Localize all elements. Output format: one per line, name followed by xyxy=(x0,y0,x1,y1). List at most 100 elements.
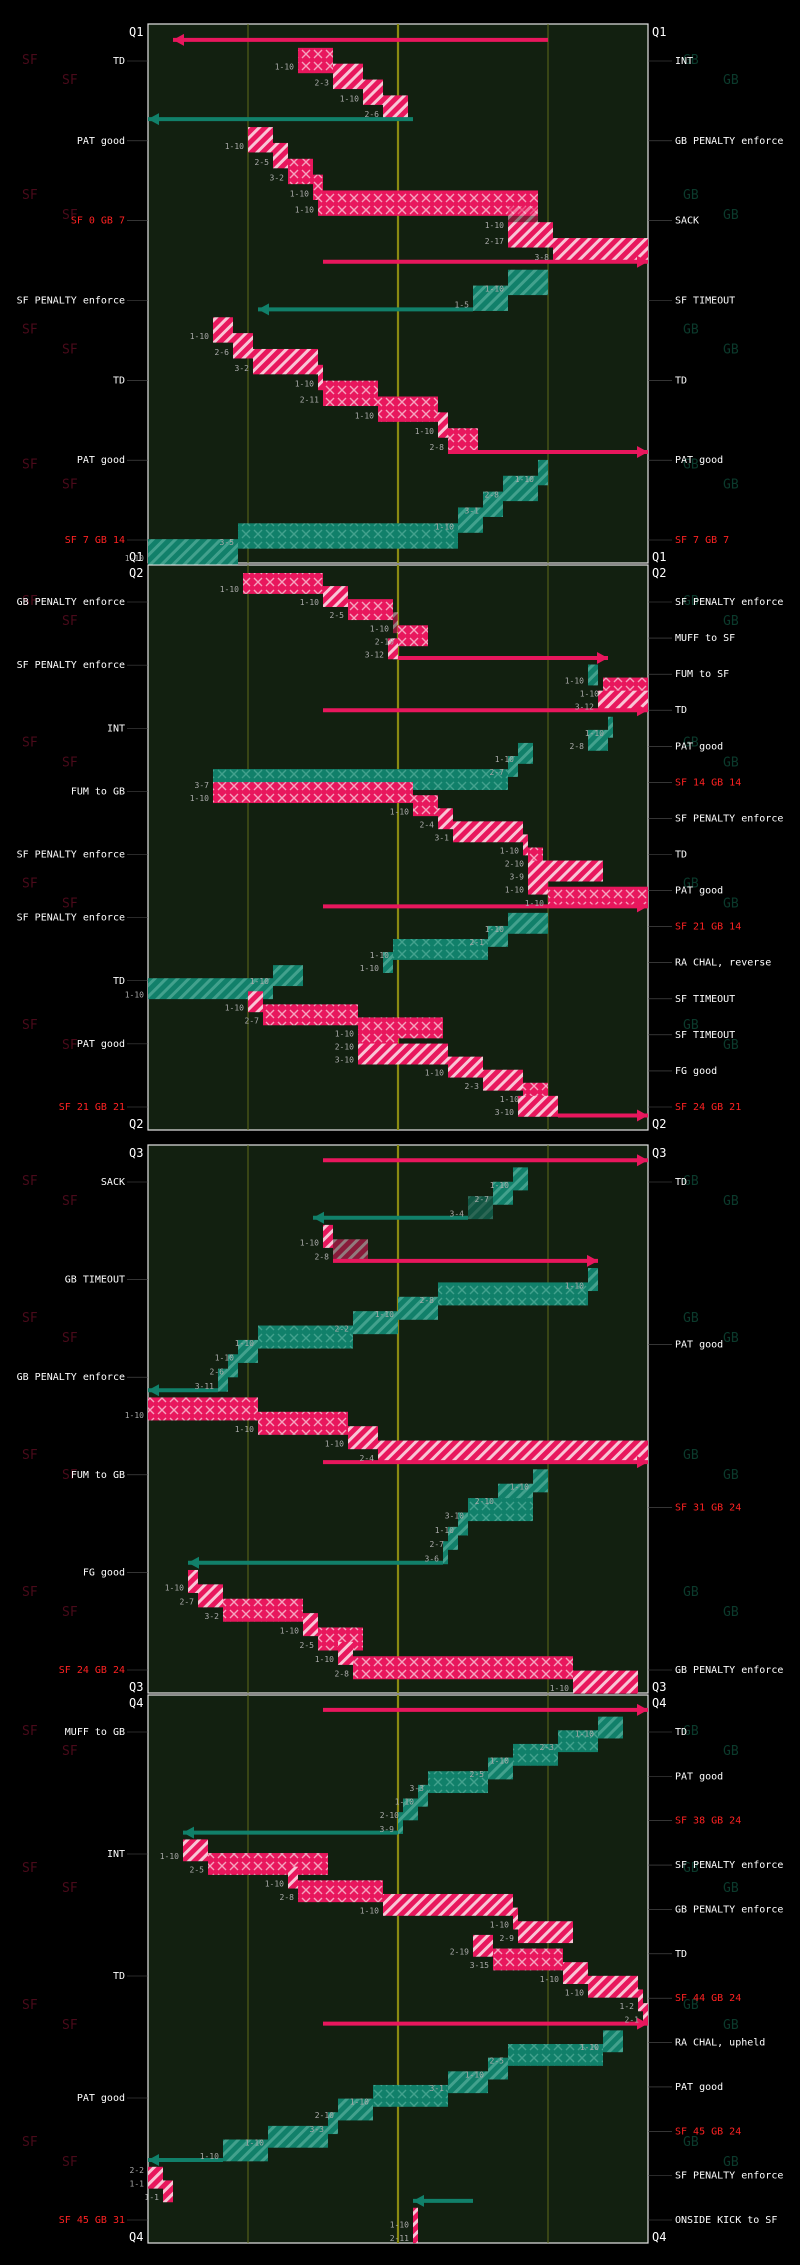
play-bar xyxy=(333,63,363,90)
watermark-left: SF xyxy=(62,1468,78,1483)
play-down-label: 1-10 xyxy=(200,2152,219,2161)
play-bar xyxy=(638,1989,643,2012)
play-bar xyxy=(393,939,488,960)
watermark-right: GB xyxy=(723,343,739,358)
play-down-label: 1-10 xyxy=(225,1003,244,1012)
right-event-note: TD xyxy=(675,850,687,861)
play-down-label: 1-10 xyxy=(300,1238,319,1247)
play-down-label: 1-2 xyxy=(620,2002,635,2011)
play-kick-arrowhead xyxy=(148,113,159,126)
play-bar xyxy=(448,428,478,454)
play-bar xyxy=(508,222,553,248)
play-bar xyxy=(323,1224,333,1248)
play-bar xyxy=(328,2112,338,2135)
play-down-label: 1-10 xyxy=(565,1988,584,1997)
play-down-label: 2-8 xyxy=(335,1670,350,1679)
play-down-label: 2-5 xyxy=(330,611,345,620)
play-bar xyxy=(288,1866,298,1889)
watermark-left: SF xyxy=(22,323,38,338)
quarter-label: Q4 xyxy=(652,1696,666,1710)
play-down-label: 2-6 xyxy=(215,348,230,357)
watermark-left: SF xyxy=(22,188,38,203)
watermark-right: GB xyxy=(723,755,739,770)
left-event-note: SACK xyxy=(101,1177,125,1188)
play-down-label: 3-15 xyxy=(470,1961,489,1970)
play-kick-arrowhead xyxy=(148,2153,159,2166)
watermark-left: SF xyxy=(62,897,78,912)
play-bar xyxy=(603,2030,623,2053)
left-event-note: SF 0 GB 7 xyxy=(71,216,125,227)
play-down-label: 1-5 xyxy=(455,300,470,309)
watermark-right: GB xyxy=(683,594,699,609)
watermark-right: GB xyxy=(723,897,739,912)
play-down-label: 2-6 xyxy=(365,110,380,119)
left-event-note: FUM to GB xyxy=(71,786,125,797)
play-bar xyxy=(348,599,393,621)
play-down-label: 1-10 xyxy=(190,332,209,341)
play-bar xyxy=(303,1613,318,1637)
play-down-label: 3-2 xyxy=(235,364,250,373)
play-down-label: 1-1 xyxy=(145,2193,160,2202)
play-bar xyxy=(493,1181,513,1205)
play-bar xyxy=(338,1641,353,1665)
play-down-label: 1-10 xyxy=(300,598,319,607)
play-down-label: 1-1 xyxy=(130,2179,145,2188)
watermark-left: SF xyxy=(62,1038,78,1053)
play-down-label: 2-11 xyxy=(300,396,319,405)
watermark-left: SF xyxy=(62,1605,78,1620)
watermark-left: SF xyxy=(62,1881,78,1896)
play-down-label: 1-10 xyxy=(565,1281,584,1290)
play-bar xyxy=(473,285,508,311)
play-down-label: 2-8 xyxy=(570,742,585,751)
play-bar xyxy=(338,2098,373,2121)
left-event-note: MUFF to GB xyxy=(65,1727,125,1738)
right-event-note: MUFF to SF xyxy=(675,633,735,644)
play-kick-arrowhead xyxy=(637,900,648,913)
watermark-right: GB xyxy=(723,2018,739,2033)
play-bar xyxy=(413,2221,418,2244)
right-event-note: TD xyxy=(675,1949,687,1960)
watermark-right: GB xyxy=(723,2155,739,2170)
play-bar xyxy=(483,491,503,517)
play-down-label: 1-10 xyxy=(485,221,504,230)
play-bar xyxy=(458,507,483,533)
play-bar xyxy=(258,1325,353,1349)
watermark-right: GB xyxy=(723,1881,739,1896)
play-down-label: 2-5 xyxy=(300,1641,315,1650)
play-down-label: 1-10 xyxy=(540,1975,559,1984)
play-bar xyxy=(148,978,273,1000)
play-bar xyxy=(258,1411,348,1435)
watermark-left: SF xyxy=(62,1744,78,1759)
play-down-label: 1-10 xyxy=(565,677,584,686)
play-bar xyxy=(403,1798,418,1821)
right-event-note: PAT good xyxy=(675,1771,723,1782)
watermark-right: GB xyxy=(723,1744,739,1759)
play-down-label: 2-7 xyxy=(430,1540,445,1549)
right-event-note: SF PENALTY enforce xyxy=(675,2171,783,2182)
play-down-label: 3-3 xyxy=(310,2125,325,2134)
watermark-right: GB xyxy=(683,1998,699,2013)
play-bar xyxy=(298,1880,383,1903)
play-kick-arrowhead xyxy=(637,2017,648,2030)
play-bar xyxy=(518,1921,573,1944)
right-event-note: SF 7 GB 7 xyxy=(675,535,729,546)
watermark-right: GB xyxy=(683,1448,699,1463)
left-event-note: FUM to GB xyxy=(71,1470,125,1481)
play-down-label: 1-10 xyxy=(275,63,294,72)
play-down-label: 1-10 xyxy=(505,886,524,895)
watermark-right: GB xyxy=(723,1194,739,1209)
play-kick-arrowhead xyxy=(413,2194,424,2207)
left-event-note: GB TIMEOUT xyxy=(65,1275,125,1286)
quarter-label: Q1 xyxy=(652,550,666,564)
play-down-label: 1-10 xyxy=(360,964,379,973)
play-bar xyxy=(468,1196,493,1220)
play-down-label: 2-3 xyxy=(315,79,330,88)
play-bar xyxy=(183,1839,208,1862)
play-bar xyxy=(473,1934,493,1957)
play-bar xyxy=(213,782,413,804)
play-bar xyxy=(363,79,383,105)
play-bar xyxy=(273,142,288,169)
play-down-label: 3-10 xyxy=(495,1108,514,1117)
watermark-right: GB xyxy=(683,1174,699,1189)
play-down-label: 1-10 xyxy=(160,1852,179,1861)
